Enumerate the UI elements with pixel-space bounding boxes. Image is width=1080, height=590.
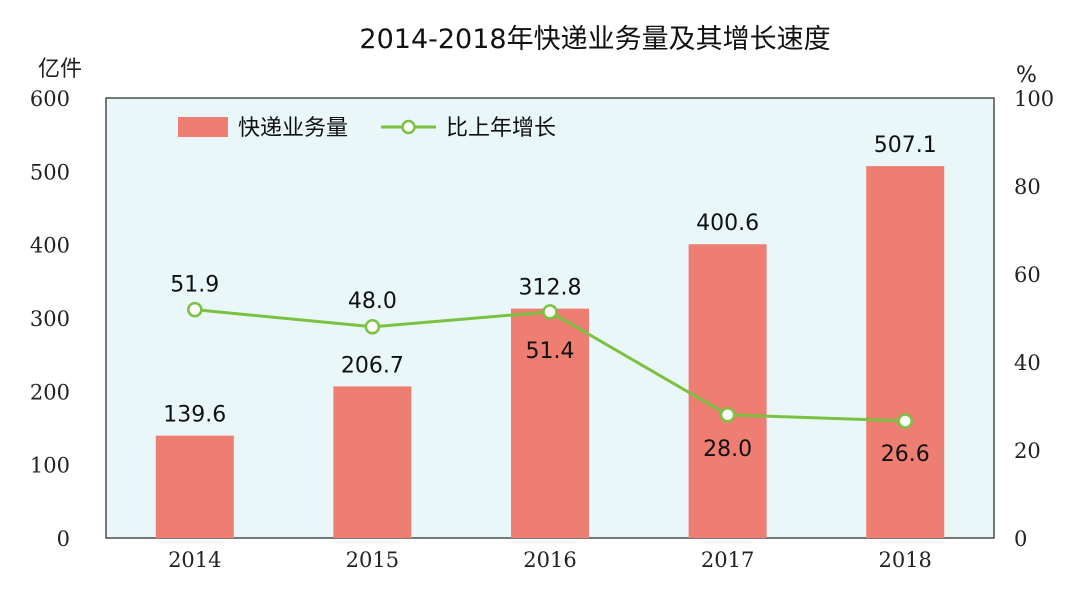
growth-point-2017 <box>719 407 736 423</box>
bar-value-label: 206.7 <box>341 353 404 378</box>
growth-value-label: 28.0 <box>703 437 752 462</box>
right-tick-label: 40 <box>1014 351 1041 375</box>
x-tick-label: 2017 <box>701 548 754 572</box>
legend-bar-label: 快递业务量 <box>238 116 348 141</box>
left-tick-label: 500 <box>30 160 70 184</box>
x-tick-label: 2015 <box>346 548 399 572</box>
chart-title: 2014-2018年快递业务量及其增长速度 <box>359 24 830 55</box>
bar-2016 <box>511 308 589 538</box>
x-tick-label: 2016 <box>523 548 576 572</box>
right-axis-unit: % <box>1016 63 1037 88</box>
right-tick-label: 20 <box>1014 439 1041 463</box>
bar-2015 <box>333 386 412 538</box>
bar-2018 <box>866 166 945 539</box>
growth-point-2016 <box>542 304 558 320</box>
x-tick-label: 2014 <box>168 548 221 572</box>
left-tick-label: 0 <box>57 527 70 551</box>
legend-line-label: 比上年增长 <box>446 116 556 141</box>
left-axis-unit: 亿件 <box>38 57 82 82</box>
right-tick-label: 0 <box>1014 527 1027 551</box>
labels-layer: 139.6 206.7 312.8 400.6 507.1 51.9 48.0 51.4 28.… <box>163 133 936 467</box>
right-tick-label: 60 <box>1014 263 1041 287</box>
bar-value-label: 507.1 <box>874 133 937 158</box>
bar-2014 <box>155 435 234 538</box>
left-tick-label: 400 <box>30 234 70 258</box>
bar-value-label: 400.6 <box>696 211 759 236</box>
growth-value-label: 26.6 <box>881 442 930 467</box>
legend: 快递业务量 比上年增长 <box>178 116 556 141</box>
left-axis-ticks: 0 100 200 300 400 500 600 <box>30 87 70 551</box>
growth-value-label: 48.0 <box>348 289 397 314</box>
left-tick-label: 300 <box>30 307 70 331</box>
bar-value-label: 139.6 <box>163 403 226 428</box>
legend-line-marker <box>401 119 416 135</box>
x-axis-ticks: 2014 2015 2016 2017 2018 <box>168 548 932 572</box>
bar-value-label: 312.8 <box>519 276 582 301</box>
bar-2017 <box>688 244 767 538</box>
growth-value-label: 51.4 <box>526 339 575 364</box>
x-tick-label: 2018 <box>878 548 931 572</box>
left-tick-label: 100 <box>30 454 70 478</box>
left-tick-label: 200 <box>30 380 70 404</box>
right-axis-ticks: 0 20 40 60 80 100 <box>1014 87 1054 551</box>
line-layer <box>187 301 913 429</box>
right-tick-label: 80 <box>1014 175 1041 199</box>
growth-point-2014 <box>187 301 203 318</box>
legend-bar-swatch <box>178 117 228 137</box>
right-tick-label: 100 <box>1014 87 1054 111</box>
left-tick-label: 600 <box>30 87 70 111</box>
growth-point-2018 <box>897 413 913 429</box>
growth-point-2015 <box>364 319 381 335</box>
bars-layer <box>155 166 945 539</box>
growth-value-label: 51.9 <box>170 273 219 298</box>
